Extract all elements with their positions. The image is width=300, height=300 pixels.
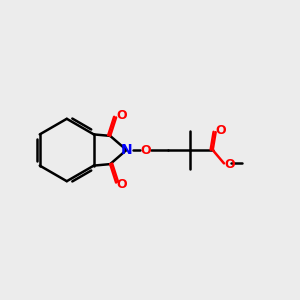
Text: N: N [121, 143, 132, 157]
Text: O: O [116, 110, 127, 122]
Text: O: O [224, 158, 235, 171]
Text: O: O [116, 178, 127, 190]
Text: O: O [140, 143, 151, 157]
Text: O: O [216, 124, 226, 137]
